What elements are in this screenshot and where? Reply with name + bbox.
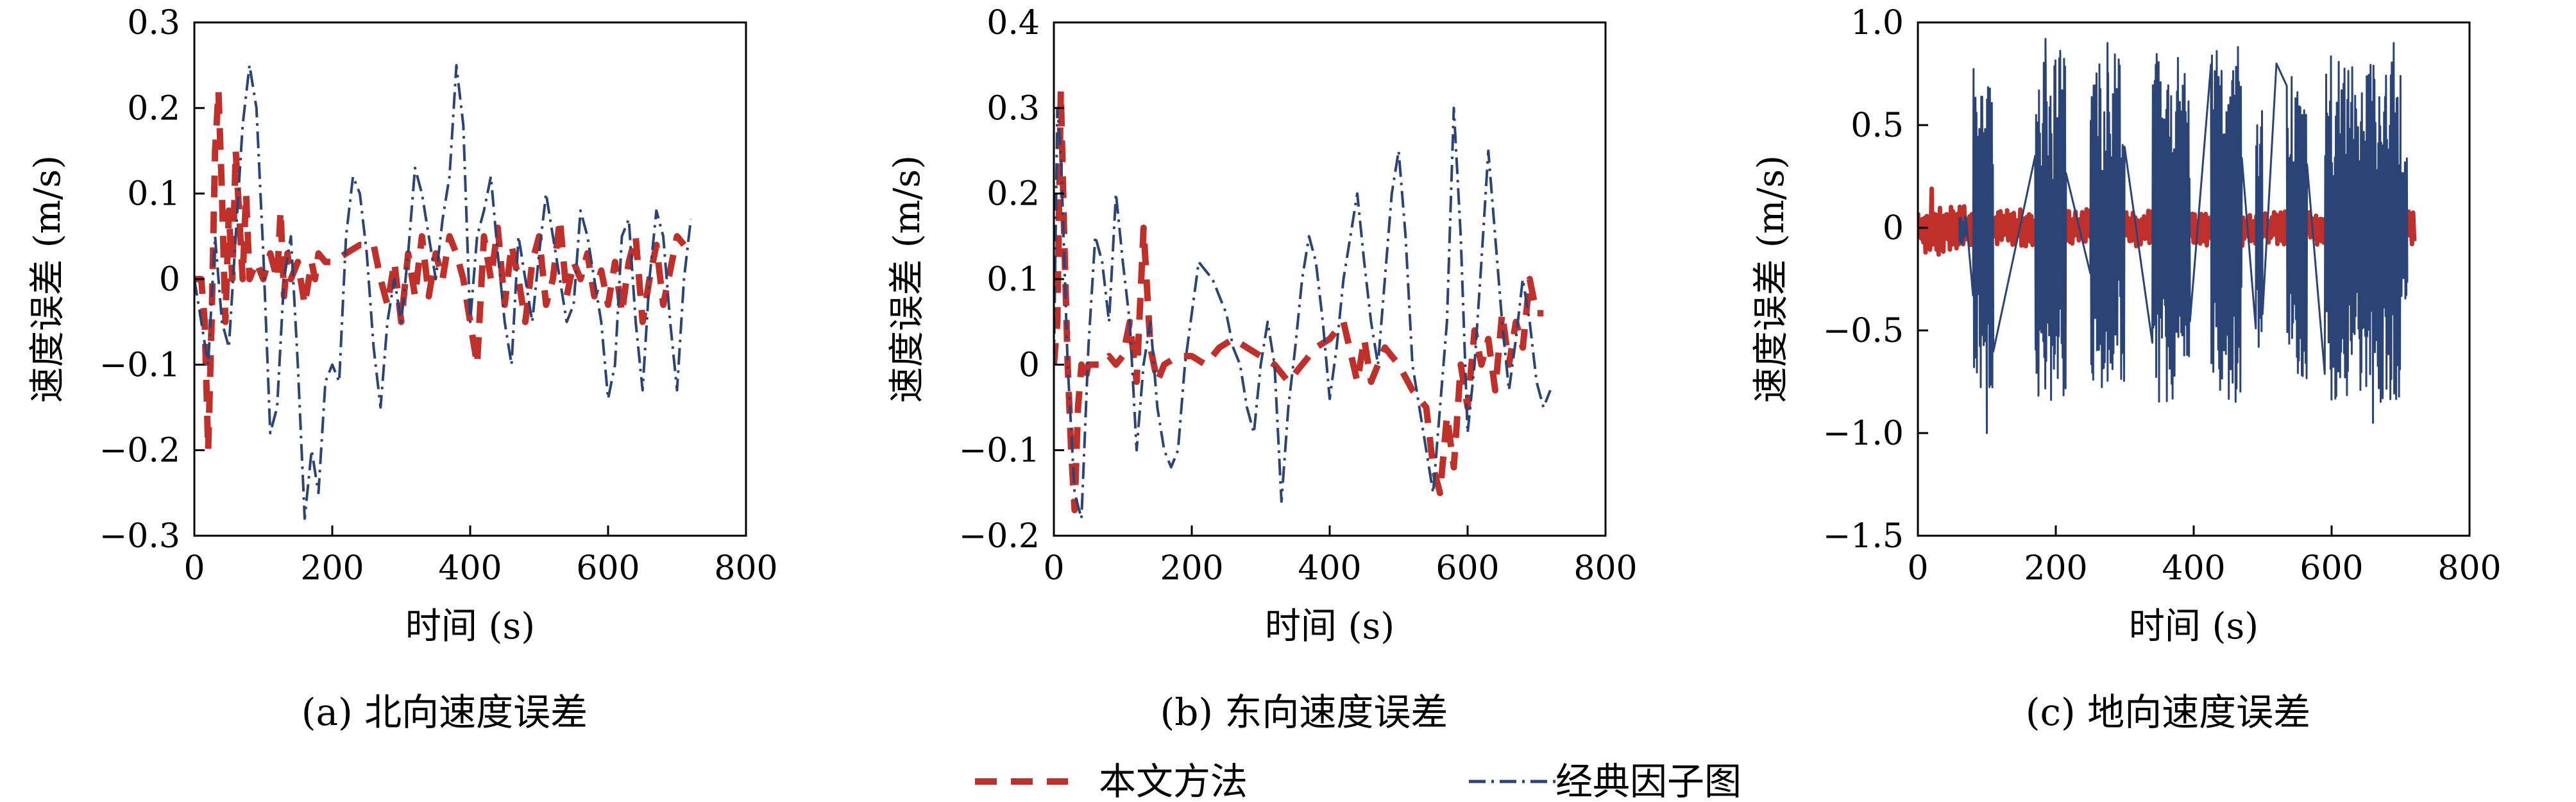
x-tick-label: 600 — [2300, 549, 2363, 588]
legend-label-本文方法: 本文方法 — [1099, 760, 1248, 802]
y-tick-label: −0.5 — [1823, 312, 1904, 350]
series-line-本文方法 — [1054, 87, 1544, 513]
chart-panel-0: 0 200 400 600 800 −0.3 −0.2 −0.1 0 0.1 0.2 0.3 时间 (s… — [27, 4, 778, 734]
x-tick-label: 200 — [300, 549, 364, 588]
y-tick-label: −1.5 — [1823, 517, 1904, 556]
x-tick-label: 400 — [438, 549, 502, 588]
y-tick-label: 0.3 — [987, 89, 1040, 128]
series-line-经典因子图 — [194, 64, 692, 520]
x-axis-label: 时间 (s) — [2129, 606, 2258, 647]
y-tick-label: 0 — [1883, 209, 1904, 248]
y-tick-label: −0.1 — [99, 346, 180, 384]
y-tick-label: 0 — [1019, 346, 1040, 384]
y-tick-label: −0.1 — [959, 432, 1040, 470]
x-axis-label: 时间 (s) — [1265, 606, 1394, 647]
plot-area — [1054, 87, 1552, 520]
legend: 本文方法 经典因子图 — [975, 760, 1741, 802]
chart-caption: (a) 北向速度误差 — [301, 690, 588, 734]
x-tick-label: 200 — [2024, 549, 2087, 588]
chart-caption: (c) 地向速度误差 — [2026, 690, 2310, 734]
y-tick-label: 0.3 — [127, 4, 180, 42]
series-line-本文方法 — [194, 87, 687, 454]
chart-panel-2: 0 200 400 600 800 −1.5 −1.0 −0.5 0 0.5 1.0 时间 (s) 速度… — [1750, 4, 2502, 734]
x-tick-label: 800 — [714, 549, 777, 588]
y-tick-label: 0.4 — [987, 4, 1040, 42]
x-tick-label: 0 — [1043, 549, 1064, 588]
x-tick-label: 200 — [1160, 549, 1223, 588]
y-axis-label: 速度误差 (m/s) — [886, 155, 928, 403]
y-tick-label: 0 — [159, 260, 180, 299]
y-tick-label: 0.1 — [127, 175, 180, 214]
y-axis-label: 速度误差 (m/s) — [27, 155, 69, 403]
chart-caption: (b) 东向速度误差 — [1160, 690, 1448, 734]
x-tick-label: 400 — [2162, 549, 2225, 588]
y-tick-label: −0.3 — [99, 517, 180, 556]
x-tick-label: 0 — [183, 549, 205, 588]
y-tick-label: −1.0 — [1823, 414, 1904, 453]
y-tick-label: −0.2 — [959, 517, 1040, 556]
series-line-经典因子图 — [1054, 107, 1552, 520]
legend-label-经典因子图: 经典因子图 — [1555, 760, 1741, 802]
x-tick-label: 600 — [1436, 549, 1499, 588]
plot-area — [1918, 38, 2417, 434]
y-tick-label: −0.2 — [99, 432, 180, 470]
y-tick-label: 0.5 — [1851, 107, 1904, 145]
y-axis-label: 速度误差 (m/s) — [1750, 155, 1792, 403]
x-axis-label: 时间 (s) — [405, 606, 535, 647]
x-tick-label: 400 — [1298, 549, 1361, 588]
series-line-经典因子图 — [1958, 38, 2409, 434]
y-tick-label: 0.2 — [127, 89, 180, 128]
y-tick-label: 1.0 — [1851, 4, 1904, 42]
plot-area — [194, 64, 692, 520]
x-tick-label: 600 — [576, 549, 640, 588]
y-tick-label: 0.2 — [987, 175, 1040, 214]
x-tick-label: 800 — [1573, 549, 1637, 588]
chart-panel-1: 0 200 400 600 800 −0.2 −0.1 0 0.1 0.2 0.3 0.4 时间 (s)… — [886, 4, 1638, 734]
x-tick-label: 800 — [2437, 549, 2501, 588]
x-tick-label: 0 — [1907, 549, 1928, 588]
y-tick-label: 0.1 — [987, 260, 1040, 299]
plot-frame — [1053, 21, 1607, 537]
